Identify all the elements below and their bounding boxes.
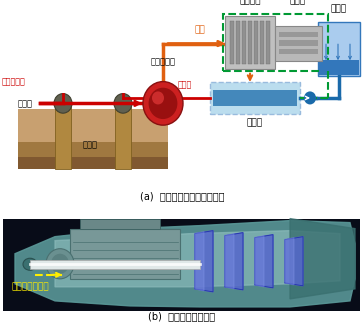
Text: (a)  地熱発電システムの一例: (a) 地熱発電システムの一例 — [140, 191, 224, 201]
Text: タービン: タービン — [239, 0, 261, 6]
FancyBboxPatch shape — [319, 60, 359, 75]
Circle shape — [114, 93, 132, 113]
Text: 凝縮水: 凝縮水 — [178, 80, 192, 89]
FancyBboxPatch shape — [70, 229, 180, 279]
Polygon shape — [285, 238, 294, 285]
Polygon shape — [225, 234, 234, 289]
Polygon shape — [195, 231, 213, 292]
FancyBboxPatch shape — [279, 32, 318, 37]
Circle shape — [152, 91, 164, 105]
Polygon shape — [195, 232, 204, 291]
Ellipse shape — [46, 249, 74, 279]
FancyBboxPatch shape — [225, 16, 275, 68]
Circle shape — [143, 82, 183, 125]
Text: タービンロータ: タービンロータ — [12, 282, 50, 291]
Text: 生産井: 生産井 — [18, 99, 33, 108]
FancyBboxPatch shape — [115, 103, 131, 169]
FancyBboxPatch shape — [275, 26, 322, 61]
Polygon shape — [290, 218, 355, 299]
FancyBboxPatch shape — [260, 21, 264, 64]
Polygon shape — [255, 235, 273, 288]
FancyBboxPatch shape — [55, 103, 71, 169]
FancyBboxPatch shape — [213, 90, 297, 106]
FancyBboxPatch shape — [318, 22, 360, 76]
Polygon shape — [225, 233, 243, 290]
FancyBboxPatch shape — [3, 218, 360, 311]
Circle shape — [304, 91, 316, 105]
Text: 復水器: 復水器 — [247, 118, 263, 127]
Ellipse shape — [23, 258, 37, 270]
Text: (b)  タービン部の拡大: (b) タービン部の拡大 — [148, 311, 216, 321]
FancyBboxPatch shape — [18, 109, 168, 169]
Circle shape — [148, 88, 178, 119]
Circle shape — [54, 93, 72, 113]
Polygon shape — [15, 221, 355, 307]
FancyBboxPatch shape — [242, 21, 246, 64]
Text: 蒸気: 蒸気 — [195, 26, 205, 35]
FancyBboxPatch shape — [236, 21, 240, 64]
Polygon shape — [285, 237, 303, 286]
Polygon shape — [55, 231, 340, 287]
FancyBboxPatch shape — [230, 21, 234, 64]
Ellipse shape — [51, 254, 69, 274]
FancyBboxPatch shape — [210, 82, 300, 114]
Text: 蒸気／熱水: 蒸気／熱水 — [2, 77, 26, 86]
FancyBboxPatch shape — [279, 40, 318, 46]
FancyBboxPatch shape — [18, 142, 168, 169]
Text: 還元井: 還元井 — [82, 140, 98, 149]
FancyBboxPatch shape — [80, 218, 160, 229]
FancyBboxPatch shape — [254, 21, 258, 64]
FancyBboxPatch shape — [266, 21, 270, 64]
FancyBboxPatch shape — [248, 21, 252, 64]
Text: 発電機: 発電機 — [290, 0, 306, 6]
FancyBboxPatch shape — [18, 157, 168, 169]
Text: 冷却塔: 冷却塔 — [331, 4, 347, 13]
Text: 減圧気化器: 減圧気化器 — [151, 58, 175, 66]
FancyBboxPatch shape — [279, 49, 318, 54]
Polygon shape — [255, 236, 264, 287]
FancyBboxPatch shape — [30, 260, 200, 269]
